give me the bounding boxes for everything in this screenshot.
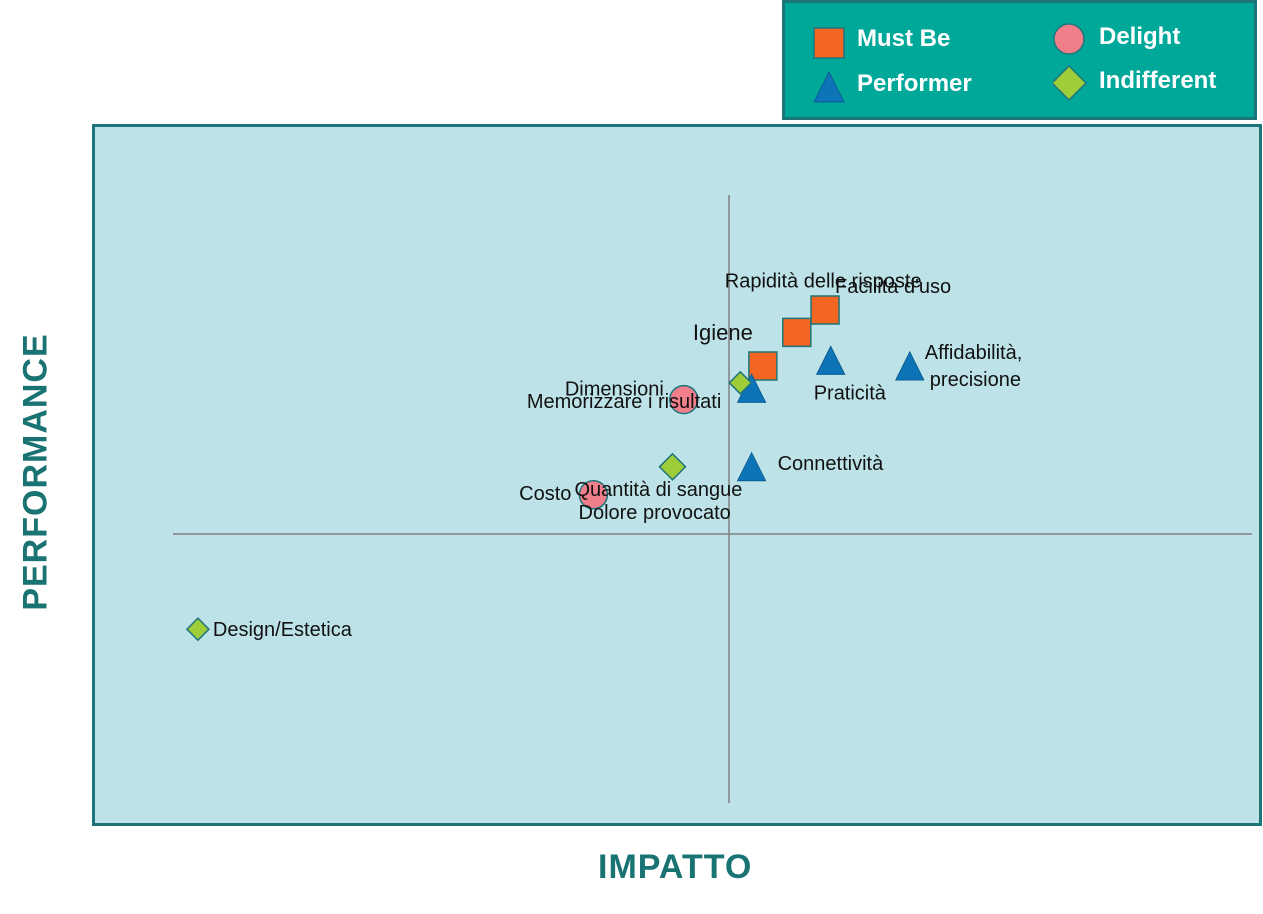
point-label: Igiene [693, 320, 753, 345]
point-label: Facilità d'uso [835, 276, 951, 298]
point-diamond-0 [728, 370, 753, 395]
legend-label: Must Be [857, 25, 951, 52]
legend-circle-icon [1053, 23, 1085, 55]
legend-marker [813, 27, 845, 59]
point-label: Connettività [778, 453, 884, 475]
point-label: Praticità [814, 382, 887, 404]
legend-marker [1053, 23, 1085, 55]
legend-label: Indifferent [1099, 67, 1217, 94]
legend-label: Performer [857, 70, 972, 97]
y-axis-title: PERFORMANCE [16, 333, 55, 611]
point-triangle-2 [736, 451, 767, 482]
point-label: Affidabilità, precisione [925, 342, 1022, 391]
point-square-1 [782, 317, 812, 348]
legend: Must Be Delight Performer Indifferent [782, 0, 1257, 120]
legend-square-icon [813, 27, 845, 59]
point-triangle-1 [815, 345, 846, 375]
legend-label: Delight [1099, 23, 1181, 50]
point-circle-0 [669, 384, 699, 415]
point-label: Quantità di sangue [575, 479, 743, 501]
legend-diamond-icon [1053, 65, 1088, 101]
point-label: Rapidità delle risposte [725, 270, 922, 292]
legend-marker [1053, 65, 1088, 101]
point-label: Design/Estetica [213, 619, 353, 641]
point-label: Costo [519, 483, 571, 505]
point-diamond-1 [658, 452, 687, 481]
point-triangle-3 [894, 350, 925, 381]
point-label: Dolore provocato [579, 502, 731, 524]
x-axis-title: IMPATTO [598, 848, 753, 886]
point-square-2 [810, 295, 840, 325]
legend-triangle-icon [813, 70, 845, 103]
point-square-0 [748, 351, 778, 381]
point-label: Dimensioni [565, 379, 664, 401]
point-diamond-3 [185, 617, 210, 642]
point-circle-1 [578, 480, 609, 510]
legend-marker [813, 70, 845, 103]
point-label: Memorizzare i risultati [527, 391, 721, 413]
